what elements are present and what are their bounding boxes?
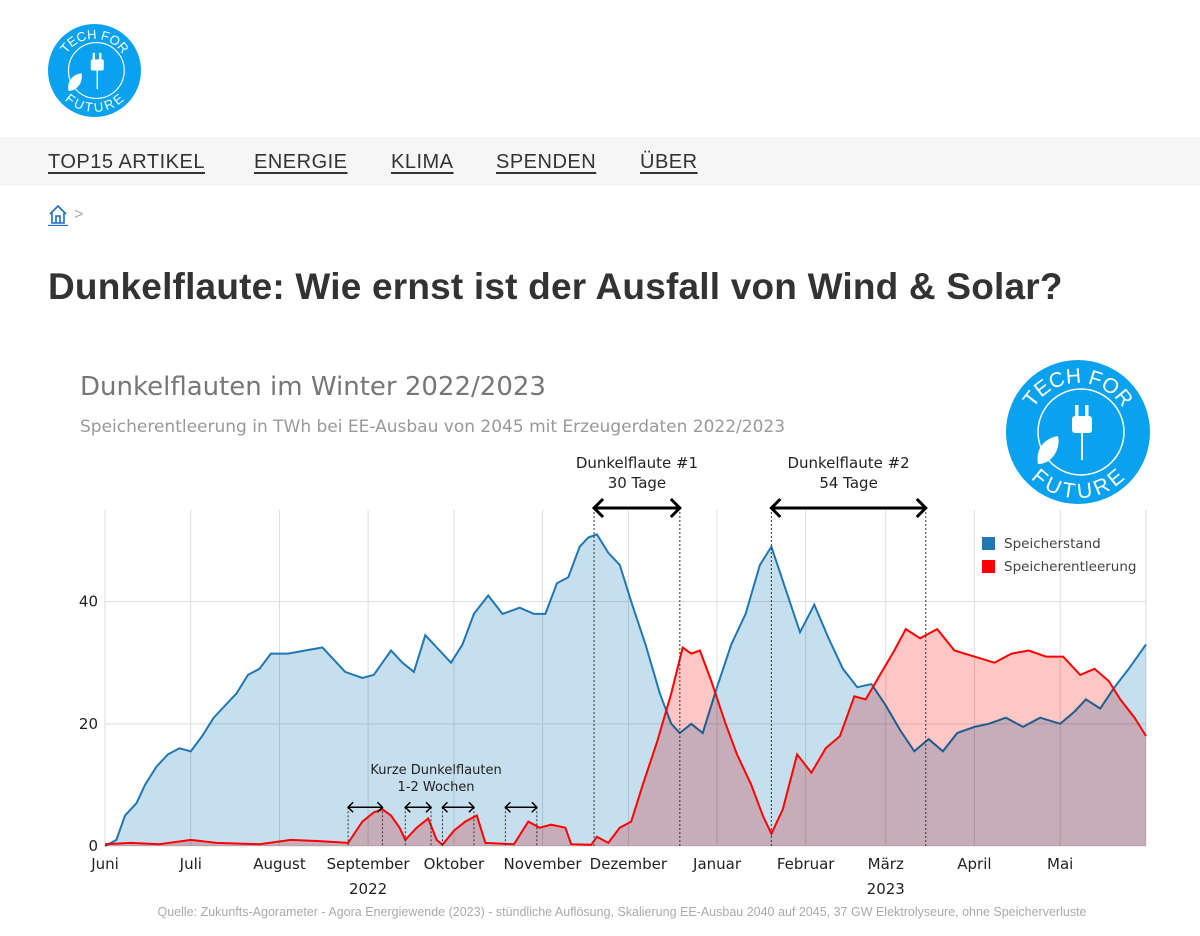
legend-swatch (982, 560, 995, 573)
x-year-label: 2022 (349, 880, 387, 898)
main-nav: TOP15 ARTIKEL ENERGIE KLIMA SPENDEN ÜBER (0, 137, 1200, 186)
x-tick-label: Oktober (424, 855, 485, 873)
nav-spenden[interactable]: SPENDEN (496, 151, 597, 173)
chart-logo: TECH FOR FUTURE (1006, 360, 1150, 504)
home-icon[interactable] (48, 204, 68, 226)
annotation-arrowhead (504, 801, 538, 813)
series-area-speicherentleerung (105, 629, 1146, 846)
annotation-label: 1-2 Wochen (398, 780, 475, 795)
breadcrumb: > (48, 204, 83, 226)
chart: Dunkelflauten im Winter 2022/2023 Speich… (79, 360, 1150, 919)
x-tick-label: Mai (1047, 855, 1073, 873)
chart-subtitle: Speicherentleerung in TWh bei EE-Ausbau … (80, 417, 785, 437)
legend-label: Speicherstand (1004, 536, 1101, 552)
x-tick-label: Juli (179, 855, 202, 873)
annotation-label: 54 Tage (819, 474, 877, 492)
x-tick-label: Januar (692, 855, 742, 873)
y-tick-label: 0 (88, 837, 98, 855)
x-tick-label: Februar (777, 855, 835, 873)
annotation-label: Kurze Dunkelflauten (370, 763, 501, 778)
annotation-label: 30 Tage (608, 474, 666, 492)
annotation-arrowhead (441, 801, 475, 813)
nav-ueber[interactable]: ÜBER (640, 151, 698, 173)
page-title: Dunkelflaute: Wie ernst ist der Ausfall … (48, 266, 1063, 307)
y-tick-label: 20 (79, 715, 98, 733)
annotation-label: Dunkelflaute #1 (576, 454, 698, 472)
annotation-arrowhead (769, 497, 928, 519)
x-tick-label: August (253, 855, 306, 873)
x-tick-label: Juni (90, 855, 119, 873)
chart-source: Quelle: Zukunfts-Agorameter - Agora Ener… (157, 905, 1086, 919)
x-tick-label: April (957, 855, 991, 873)
breadcrumb-separator: > (74, 206, 84, 223)
x-tick-label: Dezember (590, 855, 668, 873)
series-line-speicherentleerung (104, 627, 1147, 847)
annotation-label: Dunkelflaute #2 (787, 454, 909, 472)
legend-label: Speicherentleerung (1004, 559, 1136, 575)
x-tick-label: November (504, 855, 583, 873)
annotation-arrowhead (347, 801, 384, 813)
tech-for-future-logo[interactable]: TECH FOR FUTURE (48, 24, 141, 117)
x-tick-label: September (327, 855, 411, 873)
x-year-label: 2023 (867, 880, 905, 898)
nav-top15-artikel[interactable]: TOP15 ARTIKEL (48, 151, 205, 173)
legend-swatch (982, 537, 995, 550)
annotation-arrowhead (591, 497, 682, 519)
nav-klima[interactable]: KLIMA (391, 151, 454, 173)
chart-title: Dunkelflauten im Winter 2022/2023 (80, 372, 546, 402)
x-tick-label: März (868, 855, 904, 873)
nav-energie[interactable]: ENERGIE (254, 151, 348, 173)
annotation-arrowhead (404, 801, 433, 813)
y-tick-label: 40 (79, 593, 98, 611)
